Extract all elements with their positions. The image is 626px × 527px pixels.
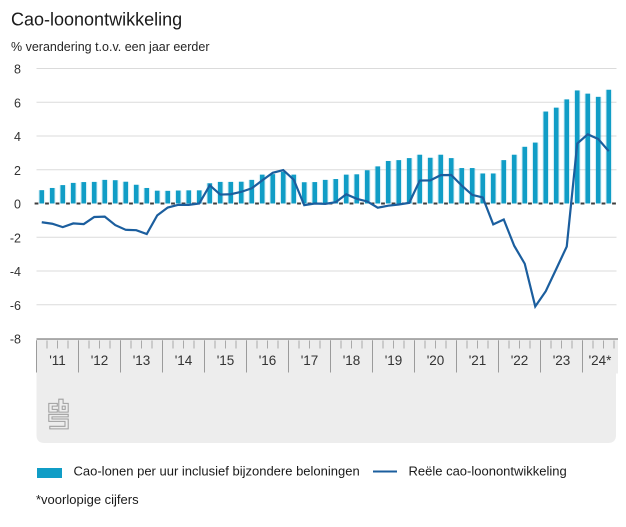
svg-text:'21: '21 bbox=[469, 353, 487, 368]
svg-text:'12: '12 bbox=[91, 353, 109, 368]
svg-text:-8: -8 bbox=[10, 333, 21, 347]
svg-text:'15: '15 bbox=[217, 353, 235, 368]
svg-text:'14: '14 bbox=[175, 353, 193, 368]
svg-text:-6: -6 bbox=[10, 299, 21, 313]
svg-text:'16: '16 bbox=[259, 353, 277, 368]
svg-text:8: 8 bbox=[14, 63, 21, 77]
svg-text:Reële cao-loonontwikkeling: Reële cao-loonontwikkeling bbox=[409, 464, 567, 479]
svg-text:'17: '17 bbox=[301, 353, 319, 368]
svg-text:'20: '20 bbox=[427, 353, 445, 368]
svg-text:'23: '23 bbox=[553, 353, 571, 368]
svg-text:-2: -2 bbox=[10, 231, 21, 245]
svg-text:-4: -4 bbox=[10, 265, 21, 279]
svg-text:'24*: '24* bbox=[589, 353, 613, 368]
svg-text:4: 4 bbox=[14, 130, 21, 144]
svg-text:'19: '19 bbox=[385, 353, 403, 368]
svg-text:6: 6 bbox=[14, 96, 21, 110]
svg-text:% verandering t.o.v. een jaar: % verandering t.o.v. een jaar eerder bbox=[11, 40, 210, 54]
svg-text:'22: '22 bbox=[511, 353, 529, 368]
svg-text:0: 0 bbox=[14, 198, 21, 212]
svg-text:'13: '13 bbox=[133, 353, 151, 368]
svg-text:Cao-lonen per uur inclusief bi: Cao-lonen per uur inclusief bijzondere b… bbox=[74, 464, 360, 479]
svg-text:*voorlopige cijfers: *voorlopige cijfers bbox=[36, 492, 139, 507]
svg-text:'18: '18 bbox=[343, 353, 361, 368]
svg-text:'11: '11 bbox=[49, 353, 66, 368]
svg-text:2: 2 bbox=[14, 164, 21, 178]
svg-text:Cao-loonontwikkeling: Cao-loonontwikkeling bbox=[11, 10, 182, 30]
